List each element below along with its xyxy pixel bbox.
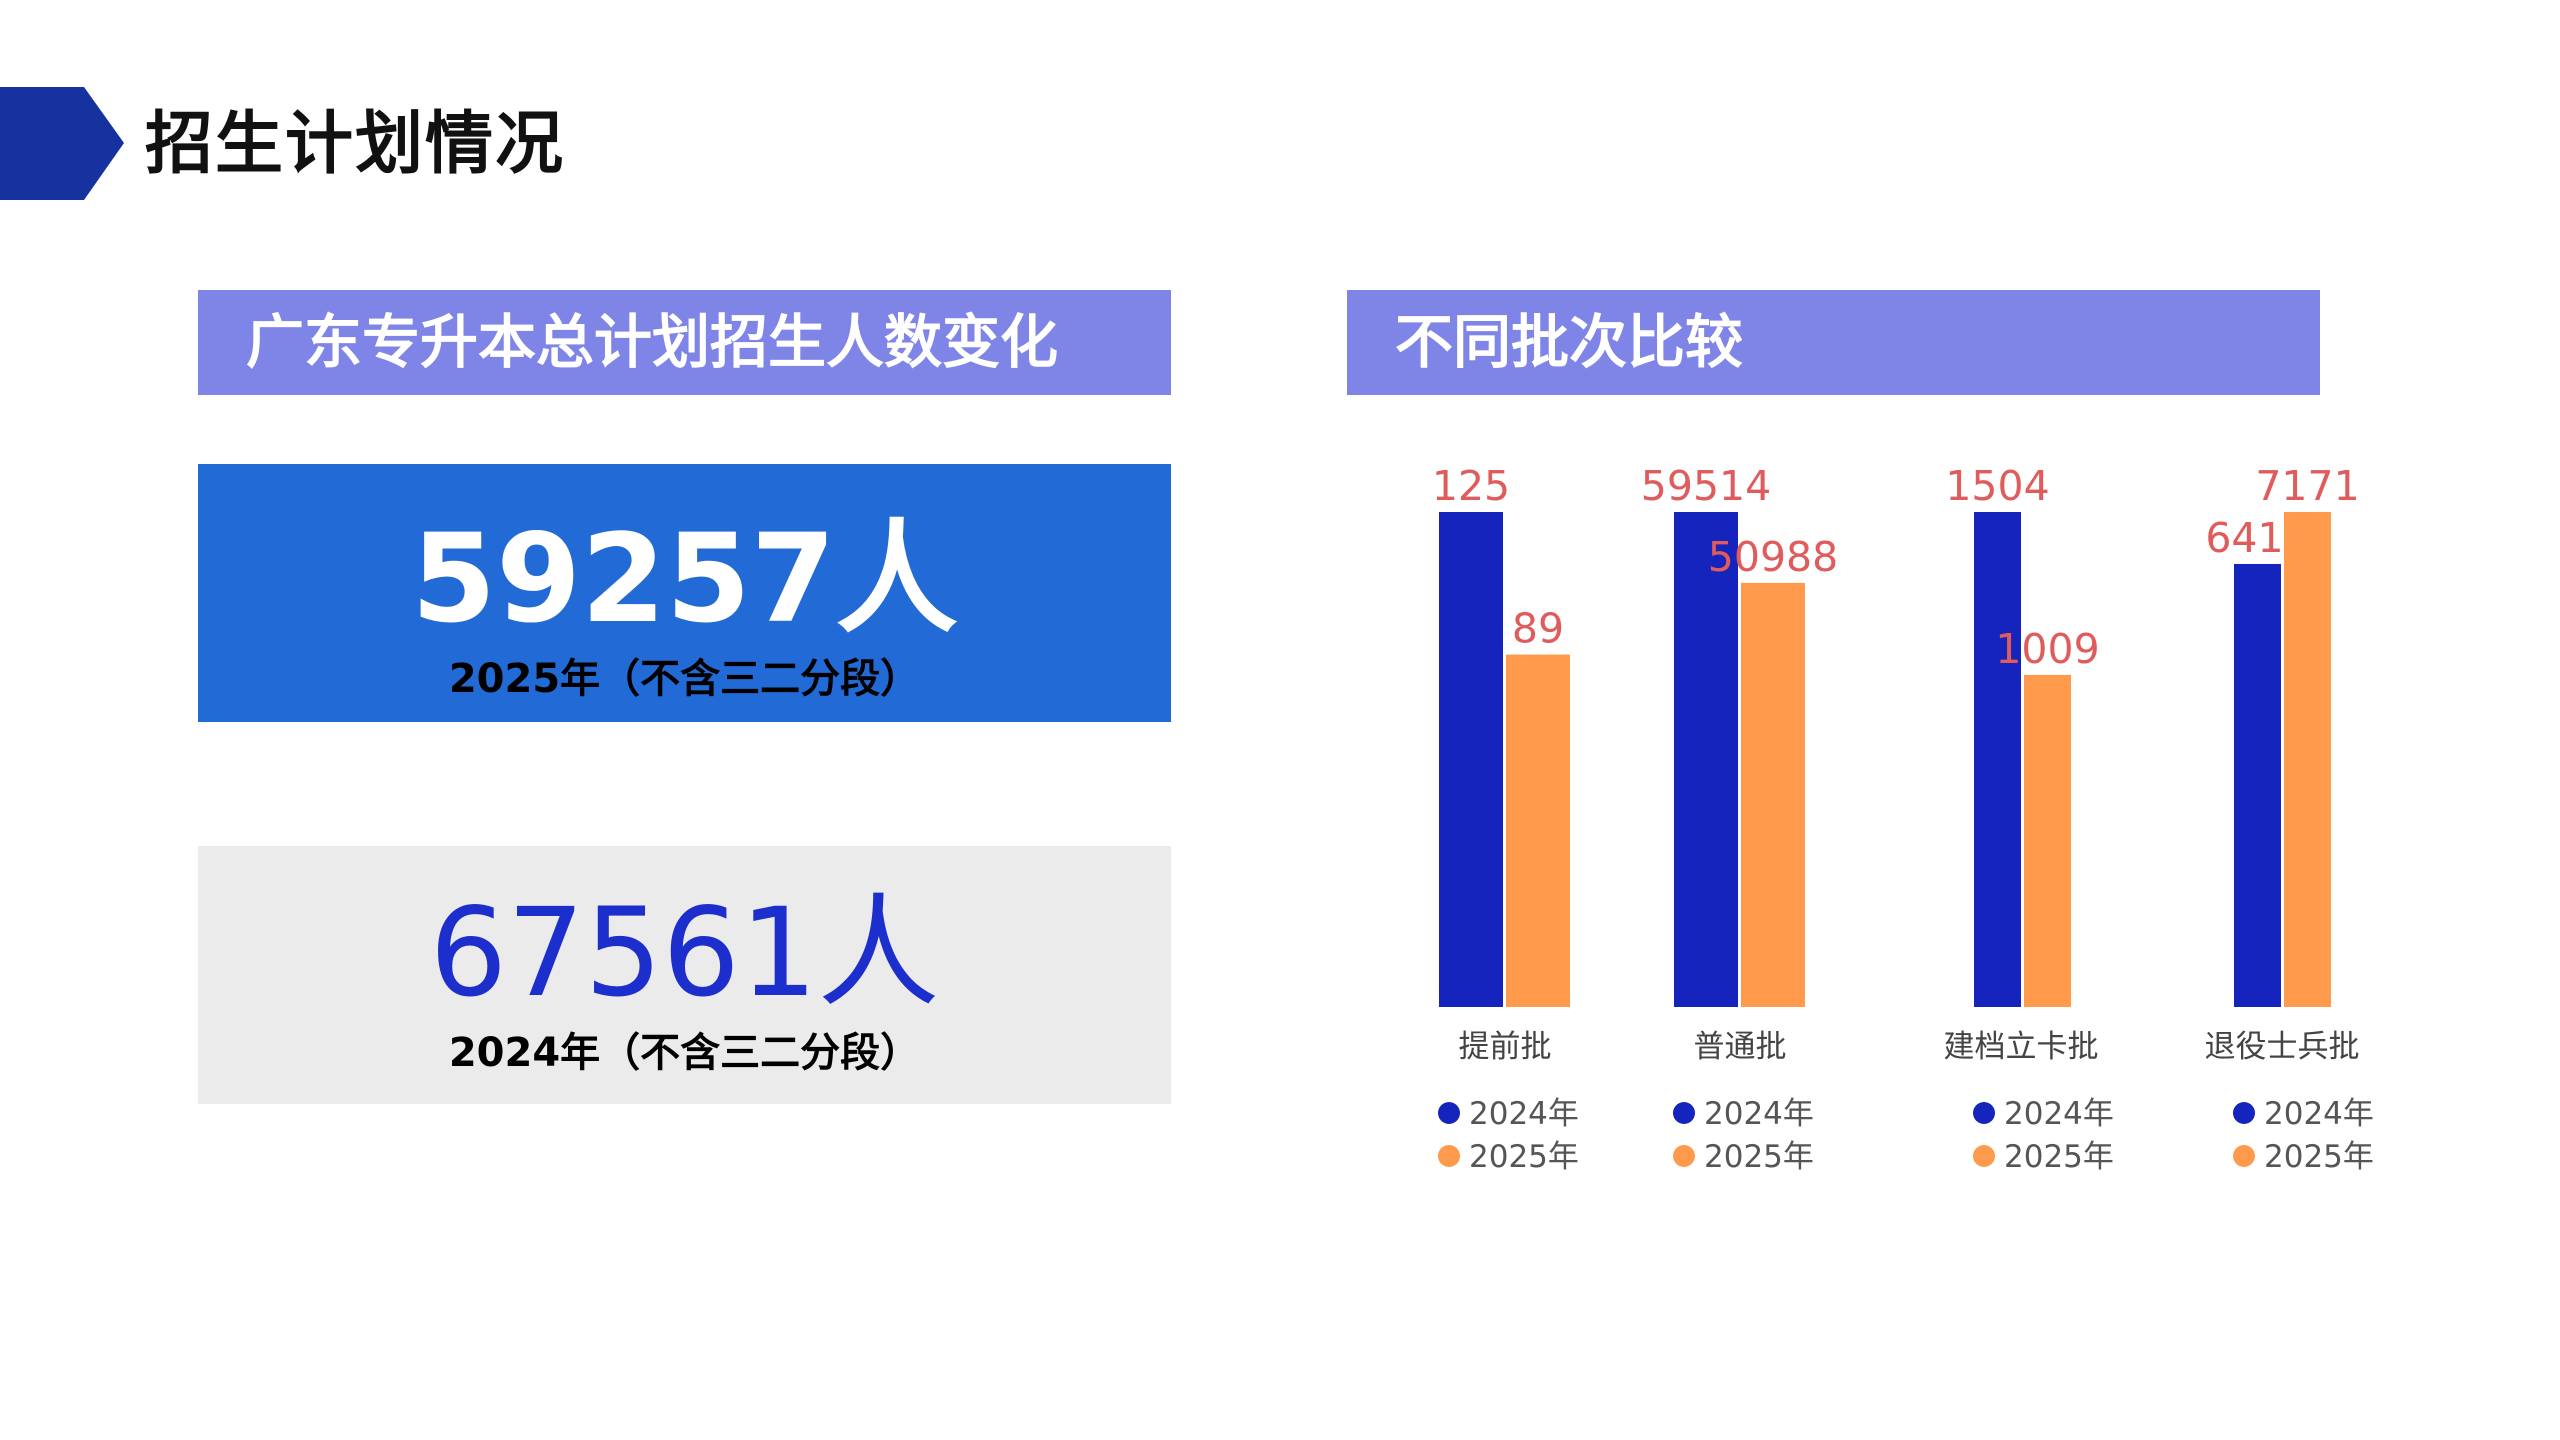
right-section-heading: 不同批次比较 xyxy=(1347,290,2320,395)
legend-marker-3-1 xyxy=(1973,1102,1995,1124)
bar-4-series-2 xyxy=(2284,512,2331,1007)
stat-value-2025: 59257人 xyxy=(411,508,958,650)
bar-2-series-2 xyxy=(1741,582,1805,1007)
bar-1-series-2 xyxy=(1506,654,1570,1007)
value-label-2-2: 50988 xyxy=(1708,533,1838,581)
legend-marker-4-1 xyxy=(2233,1102,2255,1124)
legend-label-1-1: 2024年 xyxy=(1469,1096,1579,1132)
bar-3-series-1 xyxy=(1974,512,2021,1007)
value-label-1-2: 89 xyxy=(1512,605,1564,653)
batch-comparison-chart: 125 2024年 89 2025年 提前批 59514 2024年 50988 2025年 普通… xyxy=(1432,462,2374,1175)
stat-value-2024: 67561人 xyxy=(429,882,940,1024)
category-label-1: 提前批 xyxy=(1459,1029,1552,1065)
title-arrow-icon xyxy=(0,87,124,200)
bar-4-series-1 xyxy=(2234,563,2281,1007)
left-section-heading: 广东专升本总计划招生人数变化 xyxy=(198,290,1171,395)
value-label-3-1: 1504 xyxy=(1945,462,2049,510)
legend-label-1-2: 2025年 xyxy=(1469,1139,1579,1175)
stat-caption-2024: 2024年（不含三二分段） xyxy=(448,1030,921,1076)
legend-label-3-1: 2024年 xyxy=(2004,1096,2114,1132)
legend-marker-1-2 xyxy=(1438,1145,1460,1167)
stat-card-2024: 67561人 2024年（不含三二分段） xyxy=(198,846,1171,1104)
page-title: 招生计划情况 xyxy=(145,105,566,184)
value-label-3-2: 1009 xyxy=(1995,625,2099,673)
legend-marker-1-1 xyxy=(1438,1102,1460,1124)
legend-marker-2-2 xyxy=(1673,1145,1695,1167)
category-label-3: 建档立卡批 xyxy=(1944,1029,2099,1065)
stat-caption-2025: 2025年（不含三二分段） xyxy=(448,656,921,702)
value-label-1-1: 125 xyxy=(1432,462,1510,510)
legend-marker-2-1 xyxy=(1673,1102,1695,1124)
value-label-4-2: 7171 xyxy=(2255,462,2359,510)
legend-label-3-2: 2025年 xyxy=(2004,1139,2114,1175)
bar-3-series-2 xyxy=(2024,674,2071,1007)
category-label-2: 普通批 xyxy=(1694,1029,1787,1065)
legend-label-2-2: 2025年 xyxy=(1704,1139,1814,1175)
bar-1-series-1 xyxy=(1439,512,1503,1007)
legend-label-4-2: 2025年 xyxy=(2264,1139,2374,1175)
value-label-2-1: 59514 xyxy=(1641,462,1771,510)
stat-card-2025: 59257人 2025年（不含三二分段） xyxy=(198,464,1171,722)
legend-label-2-1: 2024年 xyxy=(1704,1096,1814,1132)
legend-marker-4-2 xyxy=(2233,1145,2255,1167)
bar-2-series-1 xyxy=(1674,512,1738,1007)
legend-label-4-1: 2024年 xyxy=(2264,1096,2374,1132)
category-label-4: 退役士兵批 xyxy=(2205,1029,2360,1065)
legend-marker-3-2 xyxy=(1973,1145,1995,1167)
